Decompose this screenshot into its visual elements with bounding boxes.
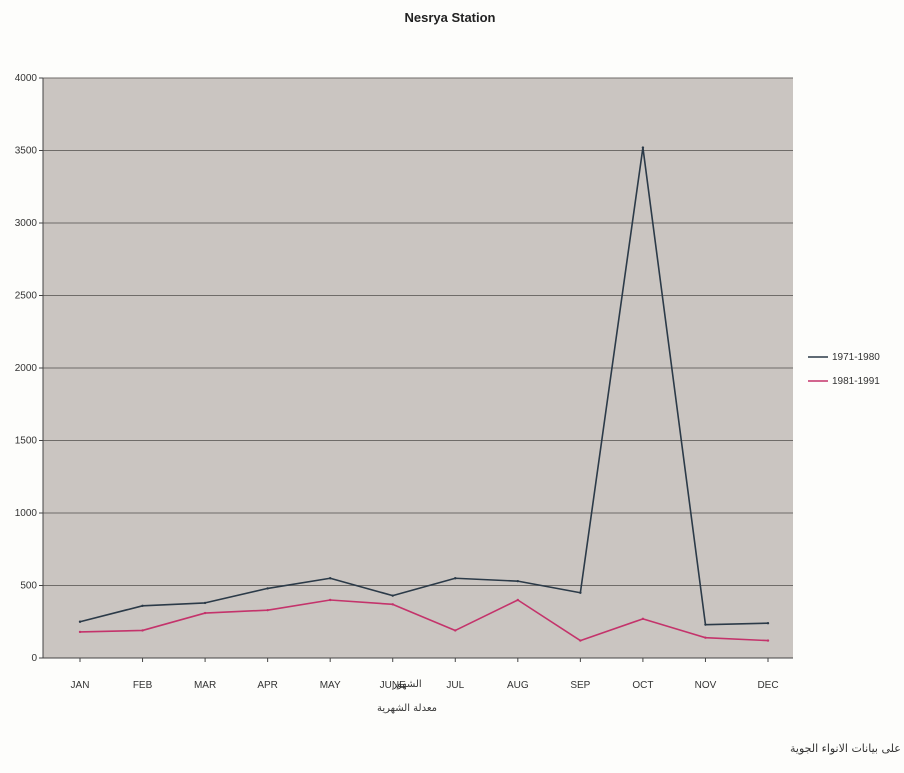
x-tick-label: FEB (133, 680, 153, 691)
data-point-1971-1980-NOV (704, 623, 707, 626)
series-lines (78, 146, 770, 642)
data-point-1981-1991-AUG (516, 598, 520, 602)
legend-label-1971-1980: 1971-1980 (832, 352, 880, 363)
gridlines (43, 77, 793, 586)
y-tick-label: 1000 (15, 508, 38, 519)
series-line-1981-1991 (79, 599, 769, 642)
data-point-1981-1991-MAR (203, 611, 207, 615)
series-line-1971-1980 (79, 146, 769, 626)
x-tick-label: MAR (194, 680, 216, 691)
chart-title: Nesrya Station (404, 10, 495, 25)
y-tick-label: 2500 (15, 291, 38, 302)
x-tick-label: JUNE (380, 680, 406, 691)
y-tick-label: 0 (31, 653, 37, 664)
y-tick-label: 500 (20, 581, 37, 592)
data-point-1981-1991-NOV (704, 636, 707, 639)
y-tick-label: 1500 (15, 436, 38, 447)
data-point-1971-1980-JAN (78, 620, 82, 623)
x-tick-label: JUL (446, 680, 464, 691)
source-note: من عمل الباحث بالاعتماد على بيانات الانو… (790, 742, 904, 755)
data-point-1981-1991-SEP (579, 639, 582, 642)
legend: 1971-1980 1981-1991 (808, 352, 880, 387)
y-tick-label: 4000 (15, 73, 38, 84)
data-point-1981-1991-OCT (641, 617, 645, 621)
x-tick-label: JAN (71, 680, 90, 691)
data-point-1971-1980-SEP (579, 591, 582, 594)
x-axis-inline-label: الشهور (391, 679, 421, 690)
x-tick-label: APR (257, 680, 278, 691)
data-point-1971-1980-JUL (454, 577, 457, 580)
x-tick-label: AUG (507, 680, 529, 691)
data-point-1981-1991-JAN (78, 630, 82, 634)
data-point-1981-1991-JUL (454, 629, 457, 632)
data-point-1971-1980-OCT (641, 146, 645, 149)
x-tick-label: SEP (570, 680, 590, 691)
x-tick-label: OCT (632, 680, 653, 691)
x-axis-ticks: JAN FEB MAR APR MAY JUNE JUL AUG SEP OCT NOV DEC (71, 658, 779, 691)
data-point-1971-1980-JUNE (391, 594, 394, 597)
data-point-1981-1991-FEB (141, 629, 144, 632)
x-tick-label: MAY (320, 680, 341, 691)
x-axis-caption: معدلة الشهرية (377, 703, 437, 714)
data-point-1971-1980-APR (266, 587, 269, 590)
data-point-1981-1991-DEC (766, 639, 770, 642)
data-point-1971-1980-MAY (328, 577, 332, 580)
x-tick-label: DEC (757, 680, 778, 691)
data-point-1981-1991-JUNE (391, 603, 394, 606)
y-axis-ticks: 0 500 1000 1500 2000 2500 3000 3500 4000 (15, 73, 43, 664)
y-tick-label: 3000 (15, 218, 38, 229)
y-tick-label: 3500 (15, 146, 38, 157)
data-point-1981-1991-APR (266, 608, 269, 612)
x-tick-label: NOV (695, 680, 717, 691)
data-point-1971-1980-FEB (141, 604, 144, 607)
data-point-1971-1980-AUG (516, 579, 520, 583)
legend-label-1981-1991: 1981-1991 (832, 376, 880, 387)
data-point-1971-1980-DEC (766, 622, 770, 625)
y-tick-label: 2000 (15, 363, 38, 374)
data-point-1971-1980-MAR (203, 601, 207, 605)
data-point-1981-1991-MAY (328, 598, 332, 602)
